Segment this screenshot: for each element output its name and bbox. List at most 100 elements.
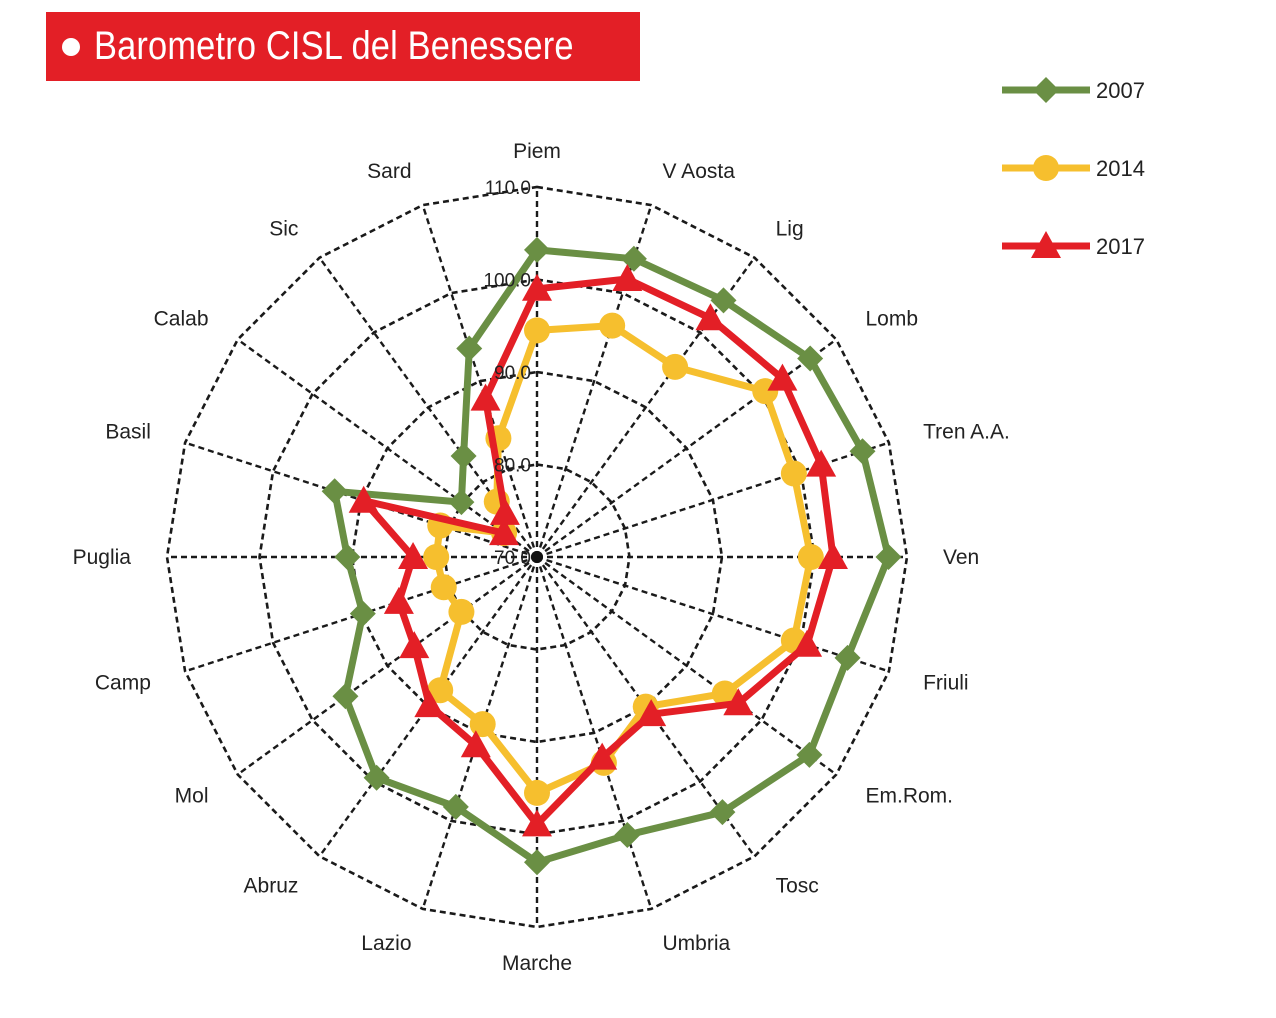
grid-spoke (536, 555, 890, 673)
radial-tick-label: 80.0 (494, 456, 531, 477)
triangle-marker (806, 449, 837, 477)
radial-tick-label: 110.0 (485, 178, 531, 199)
circle-marker (524, 779, 550, 806)
legend-label: 2007 (1096, 78, 1145, 103)
grid-spoke (535, 204, 653, 558)
category-label: Basil (105, 421, 151, 444)
grid-ring (350, 370, 724, 744)
legend-label: 2014 (1096, 156, 1145, 181)
circle-marker (1033, 155, 1059, 181)
circle-marker (524, 317, 550, 344)
triangle-marker (470, 383, 501, 411)
triangle-marker (398, 542, 429, 569)
diamond-marker (834, 644, 861, 671)
category-label: Em.Rom. (866, 785, 954, 808)
grid-spoke (535, 556, 653, 910)
circle-marker (599, 312, 626, 339)
chart-legend: 2007 2014 2017 (1002, 77, 1145, 259)
triangle-marker (1031, 231, 1061, 258)
diamond-marker (710, 287, 737, 314)
category-label: Umbria (663, 932, 731, 955)
category-labels: Piem V Aosta Lig Lomb Tren A.A. Ven Friuli Em.R… (73, 140, 1010, 975)
circle-marker (430, 574, 457, 601)
diamond-marker (450, 442, 477, 469)
category-label: Camp (95, 672, 151, 695)
triangle-marker (587, 742, 618, 770)
grid-spoke (536, 441, 890, 559)
category-label: Calab (154, 307, 209, 330)
triangle-marker (348, 485, 379, 513)
radial-tick-label: 100.0 (483, 271, 531, 292)
grid-spoke (536, 338, 838, 558)
diamond-marker (363, 764, 390, 791)
diamond-marker (321, 478, 348, 505)
bullet-icon (62, 37, 80, 56)
triangle-marker (818, 542, 848, 569)
radial-tick-label: 70.0 (494, 548, 531, 569)
diamond-marker (524, 849, 550, 876)
diamond-marker (442, 793, 469, 820)
category-label: Abruz (244, 875, 299, 898)
circle-marker (423, 544, 450, 570)
grid-spoke (536, 256, 756, 558)
triangle-marker (767, 363, 798, 391)
diamond-marker (875, 544, 902, 570)
category-label: Lomb (866, 307, 919, 330)
diamond-marker (614, 821, 641, 848)
triangle-marker (723, 688, 754, 716)
diamond-marker (334, 544, 361, 570)
triangle-marker (414, 690, 445, 718)
radial-tick-labels: 70.0 80.0 90.0 100.0 110.0 (483, 178, 531, 569)
chart-title: Barometro CISL del Benessere (94, 24, 574, 68)
center-dot (531, 551, 543, 563)
legend-item-2017: 2017 (1002, 231, 1145, 259)
category-label: Lazio (361, 932, 411, 955)
triangle-marker (522, 809, 552, 837)
diamond-marker (796, 741, 823, 768)
diamond-marker (349, 600, 376, 627)
grid-spoke (421, 204, 539, 558)
diamond-marker (448, 489, 475, 516)
radar-series (321, 236, 902, 876)
triangle-marker (383, 586, 414, 614)
circle-marker (662, 353, 689, 380)
circle-marker (448, 598, 475, 625)
circle-marker (427, 677, 454, 704)
diamond-marker (620, 245, 647, 272)
category-label: Tren A.A. (923, 421, 1010, 444)
circle-marker (711, 680, 738, 707)
category-label: Piem (513, 140, 561, 163)
triangle-marker (522, 273, 552, 301)
series-2007 (321, 236, 902, 876)
chart-title-banner: Barometro CISL del Benessere (46, 12, 640, 81)
triangle-marker (612, 264, 643, 292)
category-label: Puglia (73, 546, 132, 569)
triangle-marker (460, 730, 491, 758)
circle-marker (469, 711, 496, 738)
triangle-marker (792, 629, 823, 657)
triangle-marker (399, 631, 430, 659)
category-label: V Aosta (663, 160, 736, 183)
radial-tick-label: 90.0 (494, 363, 531, 384)
diamond-marker (524, 236, 550, 263)
circle-marker (780, 460, 807, 487)
diamond-marker (849, 438, 876, 465)
category-label: Friuli (923, 672, 969, 695)
grid-ring (165, 185, 909, 929)
diamond-marker (797, 345, 824, 372)
triangle-marker (489, 497, 520, 525)
category-label: Marche (502, 952, 572, 975)
legend-item-2007: 2007 (1002, 77, 1145, 103)
series-2014 (423, 312, 824, 806)
category-label: Tosc (776, 875, 819, 898)
series-2017 (348, 264, 848, 837)
triangle-marker (695, 303, 726, 331)
diamond-marker (709, 799, 736, 826)
grid-spoke (536, 556, 838, 776)
legend-item-2014: 2014 (1002, 155, 1145, 181)
grid-spoke (236, 556, 538, 776)
triangle-marker (489, 518, 520, 546)
legend-label: 2017 (1096, 234, 1145, 259)
circle-marker (797, 544, 824, 570)
